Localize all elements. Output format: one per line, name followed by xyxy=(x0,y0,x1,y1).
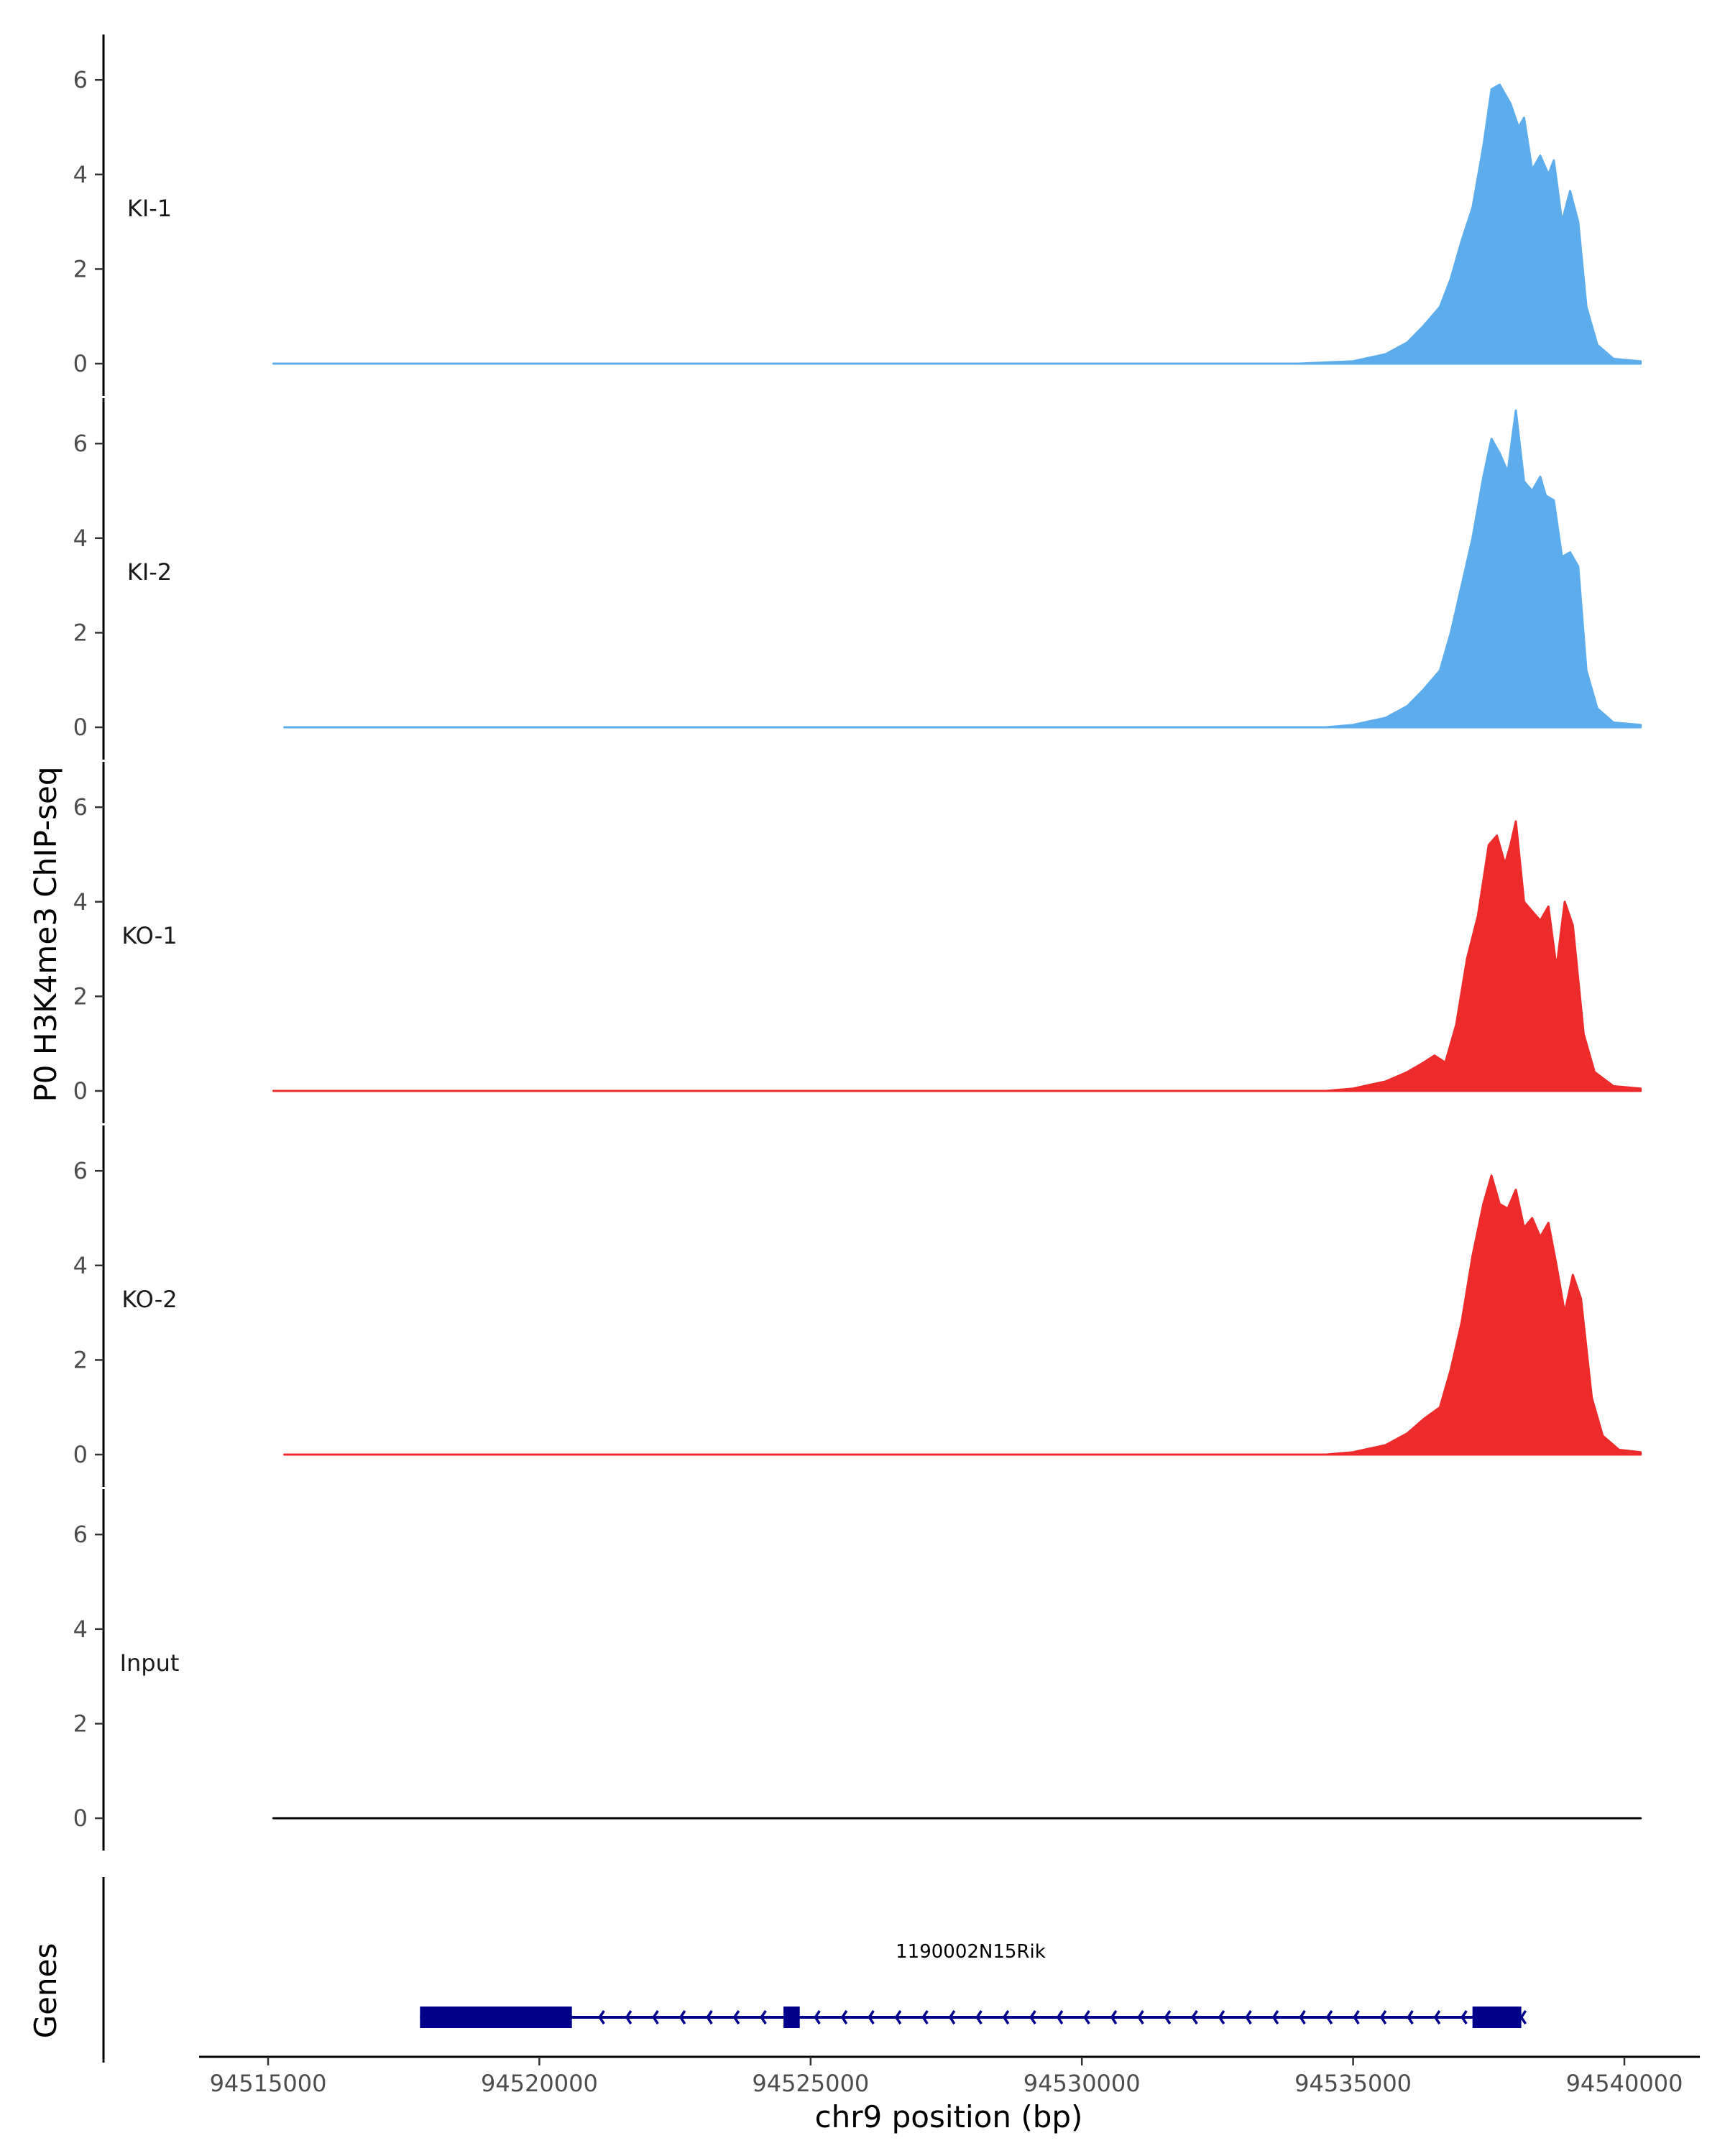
track-ko-1: 0 2 4 6 KO-1 xyxy=(73,762,1642,1123)
strand-arrow xyxy=(1519,2010,1527,2024)
x-tick-label: 94525000 xyxy=(752,2070,869,2097)
gene-1190002n15rik: 1190002N15Rik xyxy=(420,1941,1527,2028)
strand-arrow xyxy=(1056,2010,1064,2024)
track-ki-2: 0 2 4 6 KI-2 xyxy=(73,398,1642,760)
track-ko-2: 0 2 4 6 KO-2 xyxy=(73,1125,1642,1487)
x-axis-title: chr9 position (bp) xyxy=(815,2099,1083,2134)
y-tick-label: 6 xyxy=(73,430,88,457)
y-tick-label: 6 xyxy=(73,793,88,821)
y-tick-label: 0 xyxy=(73,1805,88,1832)
y-tick-label: 4 xyxy=(73,888,88,916)
y-tick-label: 4 xyxy=(73,161,88,188)
x-tick-label: 94530000 xyxy=(1024,2070,1141,2097)
x-tick-label: 94515000 xyxy=(210,2070,327,2097)
strand-arrow xyxy=(1460,2010,1468,2024)
genes-track-title: Genes xyxy=(28,1943,63,2039)
strand-arrow xyxy=(840,2010,848,2024)
x-tick-label: 94520000 xyxy=(481,2070,598,2097)
strand-arrow xyxy=(625,2010,632,2024)
strand-arrow xyxy=(1379,2010,1387,2024)
strand-arrow xyxy=(1299,2010,1306,2024)
strand-arrow xyxy=(1029,2010,1036,2024)
y-tick-label: 0 xyxy=(73,1077,88,1105)
strand-arrow xyxy=(921,2010,929,2024)
strand-arrow xyxy=(868,2010,875,2024)
strand-arrow xyxy=(1218,2010,1225,2024)
strand-arrow xyxy=(1271,2010,1279,2024)
y-tick-label: 2 xyxy=(73,982,88,1010)
y-axis-title: P0 H3K4me3 ChIP-seq xyxy=(28,766,63,1102)
signal-area-ko-1 xyxy=(272,820,1642,1092)
track-input: 0 2 4 6 Input xyxy=(73,1489,1642,1851)
x-tick-label: 94540000 xyxy=(1566,2070,1683,2097)
strand-arrow xyxy=(598,2010,605,2024)
x-tick-label: 94535000 xyxy=(1294,2070,1412,2097)
strand-arrow xyxy=(1191,2010,1198,2024)
gene-exon xyxy=(783,2007,800,2028)
genes-track: 1190002N15Rik xyxy=(102,1877,1527,2063)
strand-arrow xyxy=(1353,2010,1360,2024)
y-tick-label: 2 xyxy=(73,1710,88,1737)
strand-arrow xyxy=(948,2010,956,2024)
strand-arrow xyxy=(732,2010,740,2024)
strand-arrow xyxy=(1137,2010,1144,2024)
strand-arrow xyxy=(760,2010,767,2024)
y-tick-label: 6 xyxy=(73,1521,88,1548)
strand-arrow xyxy=(1083,2010,1090,2024)
gene-exon xyxy=(420,2007,572,2028)
strand-arrow xyxy=(894,2010,902,2024)
strand-arrow xyxy=(652,2010,659,2024)
strand-arrow xyxy=(975,2010,983,2024)
x-axis: 94515000 94520000 94525000 94530000 94535000… xyxy=(199,2055,1700,2097)
track-label: Input xyxy=(120,1649,180,1677)
strand-arrow xyxy=(1325,2010,1333,2024)
gene-name-label: 1190002N15Rik xyxy=(896,1941,1046,1963)
y-tick-label: 4 xyxy=(73,525,88,552)
strand-arrow xyxy=(1110,2010,1118,2024)
strand-arrow xyxy=(1164,2010,1172,2024)
strand-arrow xyxy=(1245,2010,1252,2024)
gene-exon xyxy=(1472,2007,1522,2028)
strand-arrow xyxy=(1002,2010,1010,2024)
y-tick-label: 0 xyxy=(73,714,88,741)
y-tick-label: 0 xyxy=(73,350,88,377)
track-label: KO-2 xyxy=(121,1286,177,1313)
strand-arrow xyxy=(1433,2010,1441,2024)
track-ki-1: 0 2 4 6 KI-1 xyxy=(73,34,1642,396)
signal-tracks: 0 2 4 6 KI-1 0 2 4 6 KI-2 0 2 4 6 KO-1 0 2 4 6 KO-2 0 2 4 6 Inpu… xyxy=(73,34,1642,1851)
signal-area-ki-1 xyxy=(272,83,1642,365)
strand-arrow xyxy=(706,2010,713,2024)
y-tick-label: 6 xyxy=(73,66,88,93)
track-label: KO-1 xyxy=(121,922,177,949)
y-tick-label: 6 xyxy=(73,1157,88,1184)
signal-area-ki-2 xyxy=(283,409,1642,729)
signal-area-ko-2 xyxy=(283,1174,1642,1456)
y-tick-label: 0 xyxy=(73,1441,88,1468)
strand-arrow xyxy=(678,2010,686,2024)
y-tick-label: 2 xyxy=(73,1346,88,1373)
y-tick-label: 4 xyxy=(73,1616,88,1643)
track-label: KI-1 xyxy=(127,195,172,222)
strand-arrow xyxy=(1407,2010,1414,2024)
y-tick-label: 2 xyxy=(73,255,88,282)
y-tick-label: 2 xyxy=(73,619,88,646)
y-tick-label: 4 xyxy=(73,1252,88,1279)
track-label: KI-2 xyxy=(127,558,172,586)
strand-arrow xyxy=(814,2010,821,2024)
